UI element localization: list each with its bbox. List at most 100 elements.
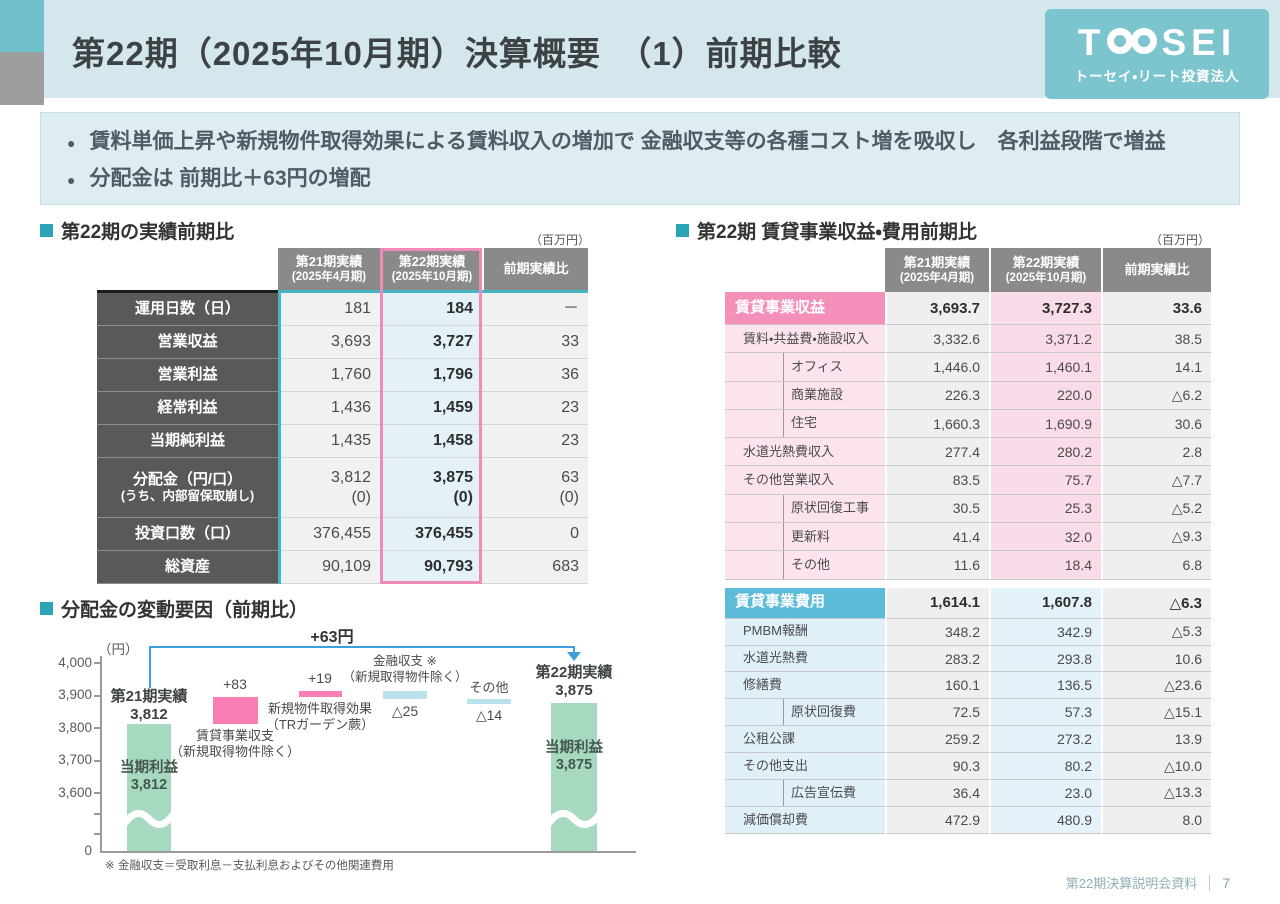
- cell-period22: 273.2: [989, 726, 1101, 754]
- cell-diff: 10.6: [1101, 645, 1211, 673]
- col-header-main: 前期実績比: [503, 260, 569, 276]
- page-title: 第22期（2025年10月期）決算概要 （1）前期比較: [72, 35, 842, 72]
- change-arrow-left-segment: [149, 646, 151, 688]
- bar5-delta-label: △14: [475, 707, 503, 723]
- col-header-sub: (2025年4月期): [899, 271, 975, 284]
- revenue-header-row: 賃貸事業収益 3,693.7 3,727.3 33.6: [725, 292, 1211, 325]
- cell-diff: △6.2: [1101, 381, 1211, 410]
- axis-break-wave-icon: [549, 810, 599, 828]
- summary-bullet-2-text: 分配金は 前期比＋63円の増配: [89, 167, 371, 191]
- cell-period22: 3,371.2: [989, 325, 1101, 354]
- cell-diff: 33.6: [1101, 292, 1211, 325]
- cell-diff: 30.6: [1101, 409, 1211, 439]
- cell-diff: △13.3: [1101, 780, 1211, 807]
- cell-period21: 30.5: [885, 494, 989, 524]
- cell-period21: 36.4: [885, 780, 989, 807]
- row-label: オフィス: [725, 353, 885, 382]
- cell-period22: 80.2: [989, 753, 1101, 781]
- row-label: 修繕費: [725, 672, 885, 700]
- cell-diff: －: [482, 290, 588, 326]
- right-section-title: 第22期 賃貸事業収益・費用前期比: [676, 217, 977, 244]
- y-tick-mark: [94, 727, 101, 729]
- cell-diff: 13.9: [1101, 726, 1211, 754]
- summary-bullet-1: ● 賃料単価上昇や新規物件取得効果による賃料収入の増加で 金融収支等の各種コスト…: [67, 127, 1213, 157]
- chart-section-title-text: 分配金の変動要因（前期比）: [61, 600, 309, 621]
- y-tick-label: 3,900: [58, 687, 92, 702]
- row-label: 経常利益: [97, 392, 278, 425]
- table-row: 商業施設 226.3 220.0 △6.2: [725, 381, 1211, 410]
- tosei-logo: T SEI トーセイ・リート投資法人: [1045, 9, 1269, 99]
- bar5-name-label: その他: [469, 680, 509, 695]
- cell-period22: 220.0: [989, 381, 1101, 410]
- logo-letters-sei: SEI: [1161, 21, 1237, 63]
- cell-period21: 283.2: [885, 645, 989, 673]
- cell-period21: 472.9: [885, 806, 989, 834]
- bar-new-property-increase: [299, 691, 342, 697]
- rental-table-header-row: 第21期実績 (2025年4月期) 第22期実績 (2025年10月期) 前期実…: [725, 248, 1211, 292]
- change-arrow-line: [149, 646, 574, 648]
- cell-period22: 23.0: [989, 780, 1101, 807]
- cell-period21: 3,693.7: [885, 292, 989, 325]
- chart-section-title: 分配金の変動要因（前期比）: [40, 595, 308, 622]
- row-label: 広告宣伝費: [725, 780, 885, 807]
- cell-period21: 1,760: [278, 359, 380, 392]
- rental-business-table: 第21期実績 (2025年4月期) 第22期実績 (2025年10月期) 前期実…: [725, 248, 1211, 834]
- teal-accent-border: [278, 290, 281, 584]
- cell-period21: 1,660.3: [885, 409, 989, 439]
- bar-period21-label: 第21期実績 3,812: [110, 688, 188, 723]
- cell-period21: 1,436: [278, 392, 380, 425]
- cell-period21: 259.2: [885, 726, 989, 754]
- cell-period22: 1,607.8: [989, 587, 1101, 619]
- y-tick-mark: [94, 662, 101, 664]
- rental-revenue-table: 賃貸事業収益 3,693.7 3,727.3 33.6 賃料・共益費・施設収入 …: [725, 292, 1211, 580]
- table-row: 経常利益 1,436 1,459 23: [97, 392, 588, 425]
- row-label: 営業利益: [97, 359, 278, 392]
- left-section-title: 第22期の実績前期比: [40, 217, 234, 244]
- row-label: その他営業収入: [725, 466, 885, 495]
- bar4-name-label: 金融収支 ※ （新規取得物件除く）: [342, 654, 468, 684]
- summary-bullet-2: ● 分配金は 前期比＋63円の増配: [67, 164, 1213, 194]
- table-row: 投資口数（口） 376,455 376,455 0: [97, 518, 588, 551]
- cell-period22: 1,690.9: [989, 409, 1101, 439]
- results-comparison-table: 第21期実績 (2025年4月期) 第22期実績 (2025年10月期) 前期実…: [97, 248, 588, 584]
- cell-period21: 11.6: [885, 551, 989, 580]
- table-row: 公租公課 259.2 273.2 13.9: [725, 726, 1211, 754]
- rental-expense-table: 賃貸事業費用 1,614.1 1,607.8 △6.3 PMBM報酬 348.2…: [725, 587, 1211, 834]
- row-label: 水道光熱費収入: [725, 438, 885, 467]
- cell-diff: 38.5: [1101, 325, 1211, 354]
- cell-diff: 63 (0): [482, 458, 588, 518]
- cell-period21: 90,109: [278, 551, 380, 584]
- col-header-main: 第21期実績: [903, 254, 971, 270]
- table-row: 水道光熱費収入 277.4 280.2 2.8: [725, 438, 1211, 467]
- row-label: 賃貸事業収益: [725, 292, 885, 325]
- cell-diff: △5.2: [1101, 494, 1211, 524]
- cell-diff: 2.8: [1101, 438, 1211, 467]
- table-row: 営業利益 1,760 1,796 36: [97, 359, 588, 392]
- cell-period21: 1,614.1: [885, 587, 989, 619]
- row-label: その他: [725, 551, 885, 580]
- row-label: 原状回復費: [725, 699, 885, 727]
- summary-bullet-1-text: 賃料単価上昇や新規物件取得効果による賃料収入の増加で 金融収支等の各種コスト増を…: [89, 130, 1166, 153]
- table-row: 原状回復工事 30.5 25.3 △5.2: [725, 494, 1211, 524]
- row-label: 更新料: [725, 523, 885, 552]
- y-tick-mark: [94, 760, 101, 762]
- cell-period22: 480.9: [989, 806, 1101, 834]
- cell-period22: 293.8: [989, 645, 1101, 673]
- cell-period22: 1,460.1: [989, 353, 1101, 382]
- row-label: 賃貸事業費用: [725, 587, 885, 619]
- cell-diff: 8.0: [1101, 806, 1211, 834]
- col-header-sub: (2025年10月期): [391, 270, 473, 283]
- table-row: 更新料 41.4 32.0 △9.3: [725, 523, 1211, 552]
- table-row: PMBM報酬 348.2 342.9 △5.3: [725, 618, 1211, 646]
- table-row: 住宅 1,660.3 1,690.9 30.6: [725, 409, 1211, 439]
- col-header-vs-prev: 前期実績比: [482, 248, 588, 290]
- cell-period22: 184: [380, 290, 482, 326]
- cell-diff: 6.8: [1101, 551, 1211, 580]
- table-row-dividend: 分配金（円/口） (うち、内部留保取崩し) 3,812 (0) 3,875 (0…: [97, 458, 588, 518]
- results-table-body: 運用日数（日） 181 184 － 営業収益 3,693 3,727 33 営業…: [97, 290, 588, 584]
- cell-diff: 36: [482, 359, 588, 392]
- table-row: 原状回復費 72.5 57.3 △15.1: [725, 699, 1211, 727]
- cell-period22: 1,459: [380, 392, 482, 425]
- col-header-period21: 第21期実績 (2025年4月期): [885, 248, 989, 292]
